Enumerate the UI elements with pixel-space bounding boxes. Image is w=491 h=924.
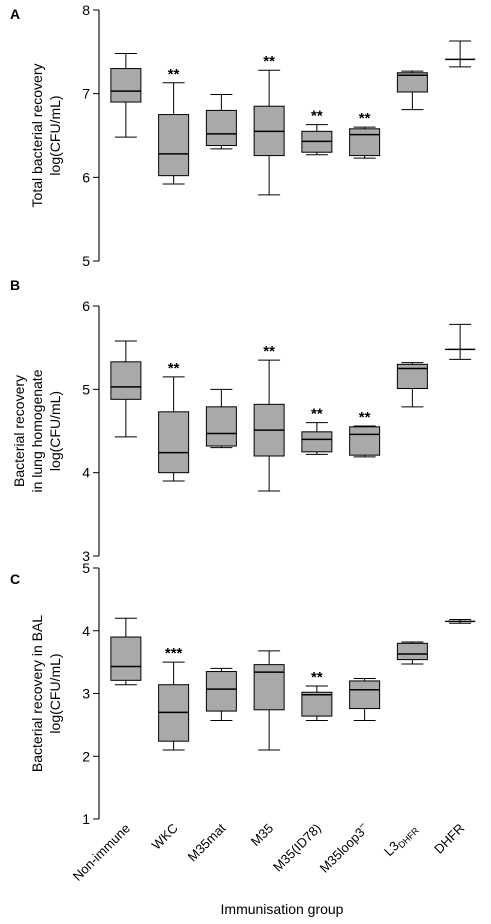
box-m35loop3-: **	[349, 409, 381, 458]
y-axis-label: Bacterial recovery in BAL	[29, 615, 45, 772]
significance-marker: **	[359, 409, 371, 426]
iqr-box	[349, 426, 381, 456]
box-l3dhfr	[396, 641, 428, 665]
category-label: M35	[248, 821, 276, 849]
iqr-box	[110, 361, 142, 400]
category-label: M35mat	[185, 820, 229, 864]
iqr-box	[349, 128, 381, 157]
box-l3dhfr	[396, 70, 428, 111]
box-m35: **	[253, 343, 285, 492]
box-l3dhfr	[396, 362, 428, 408]
iqr-box	[349, 680, 381, 710]
box-dhfr	[445, 618, 476, 624]
box-dhfr	[445, 40, 476, 68]
y-tick-label: 6	[82, 298, 90, 314]
y-tick-label: 6	[82, 169, 90, 185]
panel-b: B 3 4 5 6 Bacterial recovery in lung homogenat…	[10, 277, 476, 564]
iqr-box	[396, 72, 428, 93]
box-m35mat	[205, 94, 237, 150]
category-label: L3DHFR	[381, 820, 421, 860]
box-wkc: **	[158, 360, 190, 482]
box-wkc: ***	[158, 645, 190, 751]
box-wkc: **	[158, 66, 190, 185]
box-m35: **	[253, 53, 285, 196]
box-m35loop3-	[349, 677, 381, 721]
y-axis-label: Total bacterial recovery	[29, 64, 45, 208]
x-axis-label: Immunisation group	[221, 901, 344, 917]
y-tick-label: 5	[82, 560, 90, 576]
significance-marker: ***	[165, 645, 183, 662]
iqr-box	[205, 671, 237, 712]
category-label: M35loop3−	[316, 820, 372, 876]
box-dhfr	[445, 323, 476, 360]
iqr-box	[158, 411, 190, 474]
category-labels: Non-immune WKC M35mat M35M35(ID78)M35loop3−…	[70, 820, 467, 884]
box-m35-id78-: **	[301, 406, 333, 455]
y-tick-label: 4	[82, 623, 90, 639]
y-tick-label: 3	[82, 548, 90, 564]
significance-marker: **	[311, 108, 323, 125]
y-axis-label: log(CFU/mL)	[47, 653, 63, 733]
y-tick-label: 5	[82, 381, 90, 397]
box-m35mat	[205, 667, 237, 721]
category-label: M35(ID78)	[270, 821, 324, 875]
y-tick-label: 8	[82, 2, 90, 18]
category-label: Non-immune	[70, 821, 133, 884]
y-tick-label: 3	[82, 686, 90, 702]
box-non-immune	[110, 340, 142, 438]
panel-letter: A	[10, 6, 20, 22]
box-non-immune	[110, 53, 142, 138]
iqr-box	[110, 68, 142, 103]
significance-marker: **	[263, 53, 275, 70]
iqr-box	[301, 431, 333, 453]
iqr-box	[205, 109, 237, 147]
y-axis-label: in lung homogenate	[29, 369, 45, 492]
category-label: DHFR	[431, 821, 467, 857]
y-tick-label: 7	[82, 86, 90, 102]
iqr-box	[301, 691, 333, 717]
box-m35mat	[205, 388, 237, 449]
y-tick-label: 1	[82, 811, 90, 827]
box-m35loop3-: **	[349, 110, 381, 159]
iqr-box	[110, 636, 142, 681]
box-m35	[253, 650, 285, 751]
iqr-box	[158, 114, 190, 177]
iqr-box	[253, 664, 285, 711]
y-tick-label: 2	[82, 748, 90, 764]
significance-marker: **	[168, 360, 180, 377]
significance-marker: **	[311, 669, 323, 686]
iqr-box	[205, 406, 237, 447]
panel-c: C 1 2 3 4 5 Bacterial recovery in BAL log(CFU/m…	[10, 560, 476, 827]
iqr-box	[396, 642, 428, 661]
box-m35-id78-: **	[301, 108, 333, 156]
box-m35-id78-: **	[301, 669, 333, 721]
y-axis-label: log(CFU/mL)	[47, 95, 63, 175]
y-tick-label: 4	[82, 465, 90, 481]
significance-marker: **	[263, 343, 275, 360]
y-axis-label: Bacterial recovery	[11, 375, 27, 487]
panel-letter: B	[10, 277, 20, 293]
panel-a: A 5 6 7 8 Total bacterial recovery log(CFU/mL)…	[10, 2, 476, 269]
significance-marker: **	[359, 110, 371, 127]
y-axis-label: log(CFU/mL)	[47, 391, 63, 471]
box-non-immune	[110, 617, 142, 686]
significance-marker: **	[168, 66, 180, 83]
category-label: WKC	[149, 821, 181, 853]
panel-letter: C	[10, 571, 20, 587]
significance-marker: **	[311, 406, 323, 423]
y-tick-label: 5	[82, 253, 90, 269]
